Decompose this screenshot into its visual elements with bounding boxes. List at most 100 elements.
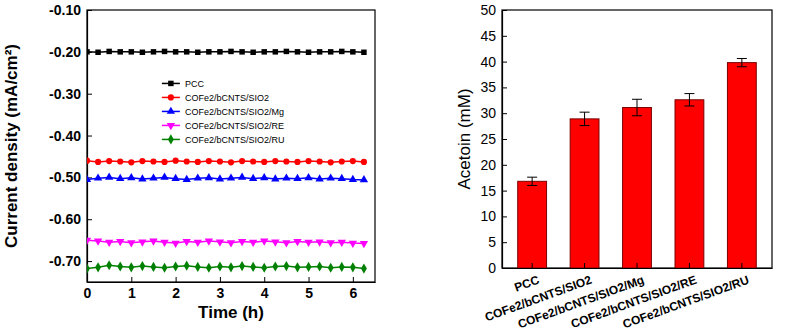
error-bar (632, 99, 642, 116)
series-marker (271, 174, 279, 181)
y-axis-tick-mark (87, 219, 92, 220)
series-marker (138, 239, 146, 246)
y-axis-tick-label: -0.50 (49, 169, 81, 185)
series-marker (151, 49, 156, 54)
y-axis-title: Current density (mA/cm²) (2, 44, 21, 248)
series-marker (338, 174, 346, 181)
y-axis-tick-mark (502, 139, 507, 140)
series-marker (216, 239, 224, 246)
series-marker (349, 241, 357, 248)
x-axis-tick-mark (176, 277, 177, 282)
y-axis-tick-label: 40 (480, 54, 496, 70)
y-axis-tick: 30 (480, 105, 507, 121)
x-axis-tick-label: 0 (84, 285, 92, 301)
y-axis-tick: -0.20 (49, 44, 92, 60)
x-axis: 0123456 (84, 277, 376, 301)
legend: PCCCOFe2/bCNTS/SIO2COFe2/bCNTS/SIO2/MgCO… (162, 79, 285, 145)
bar (570, 119, 599, 268)
y-axis-tick-label: 30 (480, 105, 496, 121)
series-marker (139, 158, 145, 164)
series-marker (106, 49, 111, 54)
series-marker (205, 239, 213, 246)
bar (675, 100, 704, 268)
series-marker (315, 174, 323, 181)
series-marker (272, 158, 278, 164)
series-marker (317, 49, 322, 54)
series-marker (171, 174, 179, 181)
series-marker (272, 261, 278, 271)
series-marker (162, 263, 168, 273)
legend-marker (168, 134, 174, 144)
legend-entry: COFe2/bCNTS/SIO2/Mg (162, 107, 284, 117)
series-marker (87, 158, 90, 164)
x-axis-tick-label: 4 (261, 285, 269, 301)
series-marker (206, 49, 211, 54)
x-axis-tick-mark (220, 277, 221, 282)
series-marker (271, 239, 279, 246)
series-marker (250, 262, 256, 272)
series-marker (139, 261, 145, 271)
x-axis-tick-label: 3 (217, 285, 225, 301)
y-axis-tick: 15 (480, 183, 507, 199)
x-axis-tick-mark (131, 277, 132, 282)
series-marker (239, 49, 244, 54)
series-marker (206, 158, 212, 164)
y-axis-title: Acetoin (mM) (455, 88, 474, 189)
bar-chart: PCCCOFe2/bCNTS/SIO2COFe2/bCNTS/SIO2/MgCO… (455, 2, 773, 331)
series-marker (160, 240, 168, 247)
series-marker (239, 261, 245, 271)
y-axis-tick-mark (87, 10, 92, 11)
series-marker (284, 49, 289, 54)
series-marker (140, 50, 145, 55)
error-bar (527, 177, 537, 185)
error-bar (684, 94, 694, 106)
series-marker (227, 173, 235, 180)
series-marker (87, 175, 91, 182)
series-marker (361, 50, 366, 55)
series-marker (349, 175, 357, 182)
y-axis-tick: 35 (480, 79, 507, 95)
y-axis-tick-mark (502, 10, 507, 11)
series-marker (295, 49, 300, 54)
legend-label: COFe2/bCNTS/SIO2/RE (185, 121, 284, 131)
series-marker (250, 158, 256, 164)
series-marker (250, 50, 255, 55)
series-marker (293, 239, 301, 246)
x-axis-tick: 1 (128, 277, 136, 301)
y-axis-tick-label: -0.70 (49, 253, 81, 269)
x-axis-tick: COFe2/bCNTS/SIO2/RU (621, 263, 751, 331)
series-marker (117, 261, 123, 271)
series-marker (95, 159, 101, 165)
series-marker (194, 173, 202, 180)
y-axis-tick: 10 (480, 208, 507, 224)
series-marker (149, 173, 157, 180)
y-axis-tick: 25 (480, 131, 507, 147)
series-marker (294, 159, 300, 165)
x-axis-tick-mark (532, 263, 533, 268)
y-axis-tick-label: -0.20 (49, 44, 81, 60)
series-marker (173, 49, 178, 54)
series-marker (317, 261, 323, 271)
legend-entry: COFe2/bCNTS/SIO2/RE (162, 121, 284, 131)
y-axis-tick-mark (502, 191, 507, 192)
series-marker (106, 260, 112, 270)
y-axis-tick: -0.60 (49, 211, 92, 227)
y-axis-tick: 20 (480, 157, 507, 173)
series-marker (360, 175, 368, 182)
y-axis-tick-mark (502, 62, 507, 63)
line-chart: 0123456-0.10-0.20-0.30-0.40-0.50-0.60-0.… (2, 2, 376, 322)
series-marker (328, 159, 334, 165)
series-marker (128, 159, 134, 165)
y-axis-tick: 45 (480, 28, 507, 44)
x-axis-title: Time (h) (198, 303, 264, 322)
series-marker (317, 158, 323, 164)
y-axis-tick: -0.30 (49, 86, 92, 102)
series-marker (283, 261, 289, 271)
legend-label: COFe2/bCNTS/SIO2/Mg (185, 107, 284, 117)
y-axis-tick: -0.70 (49, 253, 92, 269)
series-marker (339, 262, 345, 272)
legend-marker (167, 107, 175, 114)
series-marker (95, 50, 100, 55)
series-marker (361, 264, 367, 274)
y-axis-tick: -0.50 (49, 169, 92, 185)
